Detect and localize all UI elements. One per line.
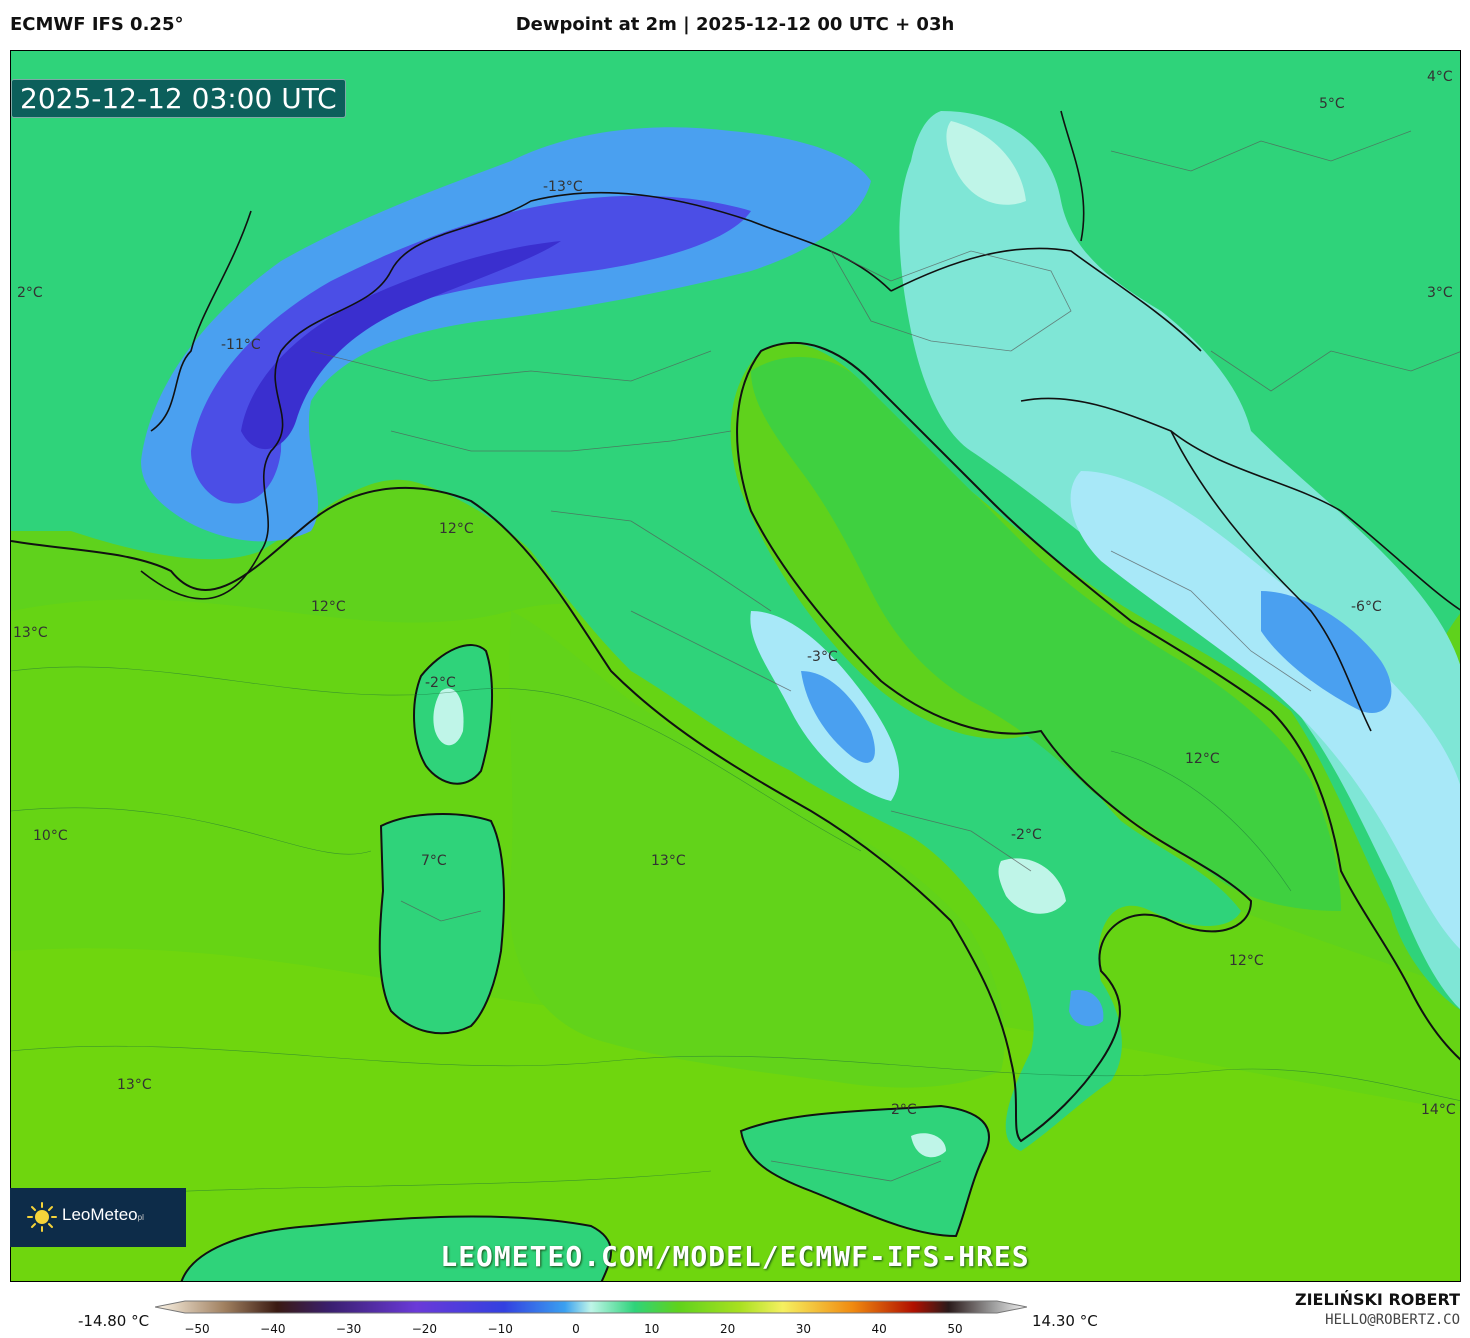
colorbar-tick-label: −30 — [335, 1322, 362, 1336]
balkans-cold — [1070, 471, 1460, 949]
map-canvas — [11, 51, 1460, 1281]
author-name: ZIELIŃSKI ROBERT — [1294, 1290, 1460, 1309]
author-email: HELLO@ROBERTZ.CO — [1325, 1312, 1460, 1328]
temp-label: 4°C — [1427, 69, 1453, 85]
austria-cold — [946, 121, 1026, 205]
colorbar-tick-label: −50 — [184, 1322, 210, 1336]
colorbar-tick-label: −40 — [260, 1322, 286, 1336]
temp-label: -11°C — [221, 337, 261, 353]
colorbar-tick-label: 30 — [795, 1322, 812, 1336]
sardinia — [379, 814, 504, 1034]
model-name: ECMWF IFS 0.25° — [10, 14, 184, 35]
alps-coldest — [241, 241, 561, 450]
sun-icon — [27, 1202, 57, 1232]
map-title: Dewpoint at 2m | 2025-12-12 00 UTC + 03h — [515, 14, 955, 35]
temp-label: 2°C — [891, 1102, 917, 1118]
south-apennines-cold — [998, 858, 1066, 914]
colorbar-tick-label: 0 — [572, 1322, 580, 1336]
calabria-cold — [1069, 990, 1104, 1027]
temp-label: 12°C — [311, 599, 346, 615]
temp-label: 12°C — [439, 521, 474, 537]
temp-label: 10°C — [33, 828, 68, 844]
corsica-cold — [433, 688, 464, 746]
tyrrhenian-sea — [509, 611, 1005, 1088]
contour-lines — [11, 666, 1460, 1202]
colorbar-min-label: -14.80 °C — [78, 1312, 150, 1330]
colorbar-tick-label: 10 — [644, 1322, 660, 1336]
temp-label: -13°C — [543, 179, 583, 195]
temp-label: 14°C — [1421, 1102, 1456, 1118]
temp-label: -6°C — [1351, 599, 1382, 615]
temp-label: -2°C — [1011, 827, 1042, 843]
apennines-very-cold — [801, 671, 875, 763]
country-borders — [140, 110, 1460, 732]
temp-label: 3°C — [1427, 285, 1453, 301]
colorbar-tick-label: 20 — [719, 1322, 736, 1336]
adriatic-sea — [751, 357, 1341, 911]
temp-label: 12°C — [1229, 953, 1264, 969]
temp-label: 13°C — [117, 1077, 152, 1093]
coastlines — [11, 342, 1460, 1281]
temp-label: 13°C — [13, 625, 48, 641]
logo-text: LeoMeteopl — [62, 1205, 144, 1224]
temp-label: 13°C — [651, 853, 686, 869]
sicily-cold — [911, 1133, 946, 1158]
leometeo-logo[interactable]: LeoMeteopl — [10, 1188, 186, 1247]
colorbar-tick-label: −20 — [411, 1322, 438, 1336]
dewpoint-map[interactable]: 2025-12-12 03:00 UTC 4°C 5°C 2°C 3°C -13… — [10, 50, 1461, 1282]
colorbar — [155, 1300, 1027, 1314]
temp-label: -2°C — [425, 675, 456, 691]
temp-label: 7°C — [421, 853, 447, 869]
balkans-very-cold — [1261, 591, 1392, 713]
sea-band-south — [11, 948, 1460, 1281]
temp-label: 12°C — [1185, 751, 1220, 767]
north-africa — [181, 1216, 611, 1281]
valid-time-box: 2025-12-12 03:00 UTC — [11, 79, 346, 118]
source-watermark: LEOMETEO.COM/MODEL/ECMWF-IFS-HRES — [440, 1240, 1030, 1273]
colorbar-tick-label: 50 — [947, 1322, 963, 1336]
colorbar-tick-label: 40 — [871, 1322, 887, 1336]
temp-label: 2°C — [17, 285, 43, 301]
regional-borders — [310, 130, 1460, 1182]
temp-label: 5°C — [1319, 96, 1345, 112]
temp-label: -3°C — [807, 649, 838, 665]
colorbar-tick-label: −10 — [487, 1322, 513, 1336]
colorbar-max-label: 14.30 °C — [1032, 1312, 1098, 1330]
